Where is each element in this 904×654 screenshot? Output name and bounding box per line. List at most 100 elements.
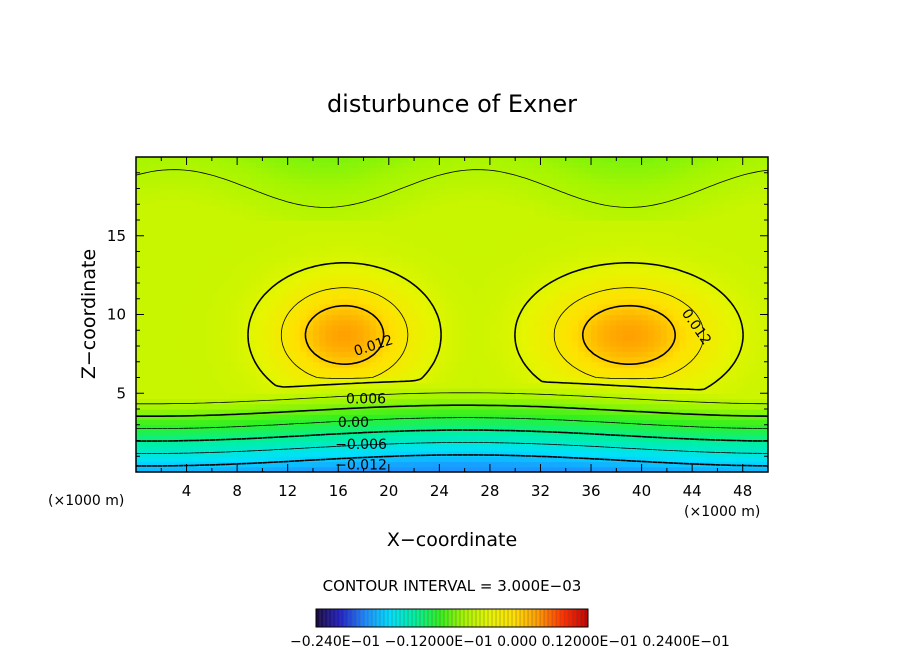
field-cell	[572, 167, 579, 174]
field-cell	[262, 325, 270, 331]
field-cell	[382, 377, 390, 384]
field-cell	[300, 393, 308, 400]
field-cell	[199, 277, 207, 284]
field-cell	[445, 178, 453, 184]
field-cell	[275, 440, 282, 447]
field-cell	[622, 199, 630, 205]
field-cell	[218, 340, 226, 347]
field-cell	[287, 225, 295, 232]
field-cell	[521, 298, 529, 305]
field-cell	[357, 403, 365, 410]
field-cell	[527, 393, 535, 400]
field-cell	[654, 346, 662, 352]
field-cell	[635, 178, 643, 184]
field-cell	[470, 393, 478, 400]
field-cell	[167, 398, 175, 405]
field-cell	[458, 256, 466, 263]
field-cell	[635, 335, 643, 342]
field-cell	[237, 361, 245, 368]
field-cell	[515, 188, 523, 195]
field-cell	[186, 209, 194, 216]
field-cell	[458, 419, 466, 426]
field-cell	[325, 288, 333, 295]
field-cell	[154, 262, 162, 268]
field-cell	[344, 340, 352, 347]
field-cell	[452, 398, 459, 405]
field-cell	[382, 220, 390, 226]
field-cell	[616, 183, 624, 190]
field-cell	[508, 246, 516, 253]
field-cell	[357, 251, 365, 258]
field-cell	[331, 225, 339, 232]
field-cell	[483, 435, 491, 442]
field-cell	[597, 351, 605, 358]
field-cell	[546, 351, 554, 358]
field-cell	[527, 314, 535, 321]
field-cell	[553, 451, 561, 457]
field-cell	[306, 304, 314, 310]
field-cell	[382, 230, 390, 237]
field-cell	[591, 251, 598, 258]
field-cell	[344, 188, 352, 195]
field-cell	[546, 356, 554, 363]
field-cell	[300, 288, 308, 295]
field-cell	[565, 419, 573, 426]
field-cell	[142, 251, 150, 258]
field-cell	[502, 398, 510, 405]
field-cell	[344, 356, 352, 363]
field-cell	[597, 388, 605, 394]
field-cell	[148, 178, 156, 184]
field-cell	[161, 293, 169, 300]
field-cell	[350, 235, 358, 242]
field-cell	[173, 204, 181, 211]
field-cell	[610, 330, 617, 337]
field-cell	[281, 388, 289, 394]
field-cell	[489, 340, 497, 347]
field-cell	[483, 451, 491, 457]
field-cell	[584, 230, 592, 237]
field-cell	[464, 262, 472, 268]
field-cell	[641, 288, 649, 295]
field-cell	[211, 414, 219, 421]
field-cell	[350, 346, 358, 352]
field-cell	[597, 461, 605, 468]
field-cell	[262, 178, 270, 184]
field-cell	[192, 356, 200, 363]
field-cell	[338, 241, 346, 247]
field-cell	[249, 325, 257, 331]
field-cell	[483, 461, 491, 468]
field-cell	[553, 340, 561, 347]
field-cell	[237, 440, 245, 447]
field-cell	[154, 430, 162, 436]
field-cell	[180, 398, 188, 405]
field-cell	[243, 340, 251, 347]
field-cell	[388, 167, 396, 174]
field-cell	[230, 188, 238, 195]
field-cell	[148, 409, 156, 415]
field-cell	[395, 204, 403, 211]
field-cell	[502, 235, 510, 242]
field-cell	[433, 204, 440, 211]
field-cell	[553, 256, 561, 263]
field-cell	[376, 241, 384, 247]
field-cell	[496, 214, 504, 221]
field-cell	[369, 435, 377, 442]
field-cell	[502, 204, 510, 211]
field-cell	[603, 225, 611, 232]
field-cell	[647, 440, 655, 447]
field-cell	[369, 409, 377, 415]
field-cell	[199, 351, 207, 358]
field-cell	[243, 393, 251, 400]
field-cell	[281, 346, 289, 352]
field-cell	[243, 356, 251, 363]
field-cell	[445, 172, 453, 179]
field-cell	[382, 277, 390, 284]
field-cell	[154, 445, 162, 452]
field-cell	[591, 272, 598, 279]
field-cell	[306, 193, 314, 200]
field-cell	[628, 451, 636, 457]
field-cell	[616, 256, 624, 263]
field-cell	[382, 340, 390, 347]
field-cell	[616, 162, 624, 169]
field-cell	[268, 220, 276, 226]
